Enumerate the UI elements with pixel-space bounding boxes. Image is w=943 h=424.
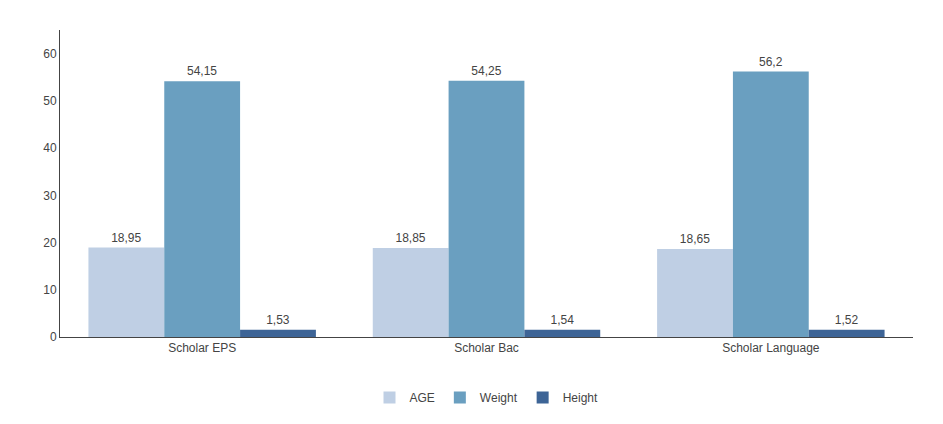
svg-text:54,15: 54,15 [187,64,217,78]
svg-text:20: 20 [43,236,57,250]
svg-text:10: 10 [43,283,57,297]
svg-text:30: 30 [43,189,57,203]
svg-text:18,65: 18,65 [680,232,710,246]
svg-text:40: 40 [43,141,57,155]
svg-text:Weight: Weight [480,391,518,405]
svg-text:1,52: 1,52 [835,313,859,327]
svg-text:Scholar EPS: Scholar EPS [168,341,236,355]
svg-text:Height: Height [563,391,598,405]
svg-text:50: 50 [43,94,57,108]
svg-text:56,2: 56,2 [759,55,783,69]
svg-text:60: 60 [43,47,57,61]
svg-text:Scholar Language: Scholar Language [722,341,820,355]
svg-text:1,53: 1,53 [266,313,290,327]
svg-text:AGE: AGE [410,391,435,405]
svg-text:18,85: 18,85 [396,231,426,245]
svg-text:54,25: 54,25 [471,64,501,78]
svg-text:0: 0 [50,330,57,344]
svg-text:1,54: 1,54 [550,313,574,327]
svg-text:18,95: 18,95 [111,231,141,245]
svg-text:Scholar Bac: Scholar Bac [454,341,519,355]
